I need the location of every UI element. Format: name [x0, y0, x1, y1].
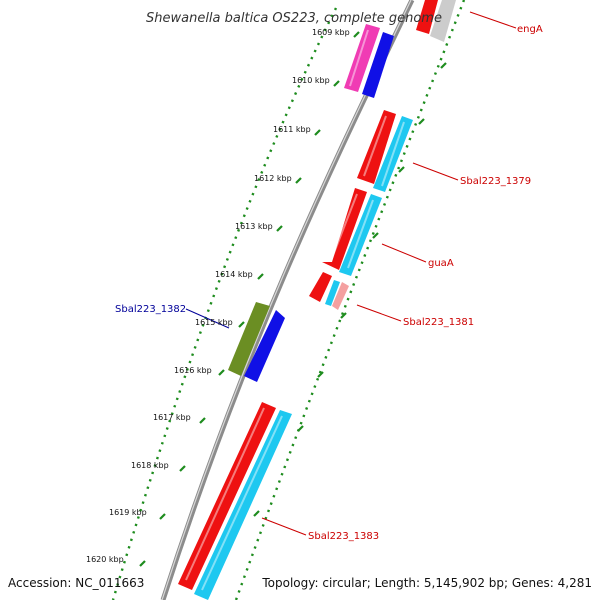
scale-label-1613: 1613 kbp [235, 222, 273, 231]
scale-label-1614: 1614 kbp [215, 270, 253, 279]
scale-label-1618: 1618 kbp [131, 461, 169, 470]
gene-engA-feature[interactable] [416, 0, 438, 34]
scale-label-1617: 1617 kbp [153, 413, 191, 422]
gene-label-engA[interactable]: engA [517, 24, 543, 35]
scale-label-1620: 1620 kbp [86, 555, 124, 564]
scale-label-1616: 1616 kbp [174, 366, 212, 375]
gene-sbal223-1383-cyan[interactable] [194, 410, 292, 600]
scale-labels: 1609 kbp 1610 kbp 1611 kbp 1612 kbp 1613… [86, 28, 350, 564]
accession-text: Accession: NC_011663 [8, 576, 144, 590]
gene-sbal223-1382-olive[interactable] [228, 302, 270, 376]
scale-label-1615: 1615 kbp [195, 318, 233, 327]
scale-label-1612: 1612 kbp [254, 174, 292, 183]
scale-label-1610: 1610 kbp [292, 76, 330, 85]
gene-blue-1615[interactable] [244, 310, 285, 382]
gene-label-sbal223-1381[interactable]: Sbal223_1381 [403, 317, 474, 328]
scale-label-1609: 1609 kbp [312, 28, 350, 37]
gene-grey-top[interactable] [430, 0, 456, 42]
gene-sbal223-1381-cyan[interactable] [325, 280, 340, 306]
outer-major-ticks [253, 62, 447, 517]
gene-blue-1610[interactable] [362, 32, 394, 98]
gene-sbal223-1379-red[interactable] [357, 110, 396, 184]
gene-label-guaA[interactable]: guaA [428, 258, 454, 269]
gene-highlights [185, 29, 405, 591]
scale-label-1611: 1611 kbp [273, 125, 311, 134]
genes-forward-strand [194, 0, 456, 600]
genes-reverse-strand [178, 0, 438, 590]
gene-label-sbal223-1382[interactable]: Sbal223_1382 [115, 304, 186, 315]
outer-scale-ruler [234, 0, 466, 600]
gene-guaA-red[interactable] [322, 188, 367, 270]
scale-label-1619: 1619 kbp [109, 508, 147, 517]
gene-sbal223-1381-red[interactable] [309, 272, 332, 302]
label-leader-lines [185, 11, 517, 536]
gene-labels: engA Sbal223_1379 guaA Sbal223_1381 Sbal… [115, 24, 543, 542]
gene-label-sbal223-1379[interactable]: Sbal223_1379 [460, 176, 531, 187]
topology-text: Topology: circular; Length: 5,145,902 bp… [261, 576, 592, 590]
gene-label-sbal223-1383[interactable]: Sbal223_1383 [308, 531, 379, 542]
gene-magenta-1609[interactable] [344, 24, 380, 92]
gene-sbal223-1381-pink[interactable] [332, 282, 349, 310]
gene-sbal223-1379-cyan[interactable] [373, 116, 413, 192]
inner-major-ticks [139, 31, 360, 567]
map-title: Shewanella baltica OS223, complete genom… [146, 11, 442, 26]
gene-guaA-cyan[interactable] [339, 194, 382, 276]
gene-sbal223-1383-red[interactable] [178, 402, 276, 590]
